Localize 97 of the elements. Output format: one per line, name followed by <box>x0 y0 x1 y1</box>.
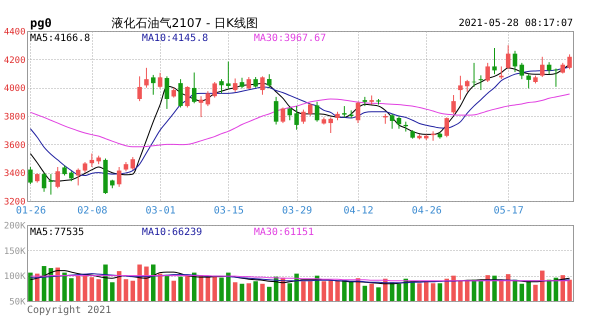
x-tick-label: 03-29 <box>282 206 312 216</box>
y-tick-label: 200K <box>4 222 26 232</box>
candlestick <box>342 106 347 118</box>
candlestick <box>240 77 244 89</box>
candlestick <box>567 54 572 70</box>
candlestick <box>526 74 531 89</box>
x-tick-label: 03-01 <box>146 206 176 216</box>
text: MA5:77535 <box>30 227 84 238</box>
candlestick <box>171 87 176 98</box>
text: MA10:66239 <box>142 227 202 238</box>
candlestick <box>260 76 265 96</box>
candlestick <box>430 130 436 142</box>
candlestick <box>390 113 394 130</box>
candlestick <box>499 66 504 80</box>
candlestick <box>294 105 299 130</box>
candlestick <box>362 96 368 107</box>
candlestick <box>28 166 33 184</box>
candlestick <box>383 113 388 124</box>
candlestick <box>546 62 552 75</box>
candlestick <box>301 109 306 124</box>
y-tick-label: 3400 <box>4 169 26 180</box>
candlestick <box>356 101 360 124</box>
text: pg0 <box>30 16 52 30</box>
candlestick <box>451 94 456 114</box>
candlestick <box>246 76 252 90</box>
candlestick <box>158 72 162 89</box>
candlestick <box>540 56 545 78</box>
candlestick <box>48 174 54 196</box>
candlestick <box>280 107 286 124</box>
y-tick-label: 3800 <box>4 112 26 122</box>
x-tick-label: 04-12 <box>343 206 374 216</box>
candlestick <box>232 78 238 92</box>
candlestick <box>124 162 128 172</box>
candlestick <box>560 62 566 74</box>
candlestick <box>164 76 170 110</box>
candlestick <box>369 94 374 106</box>
x-tick-label: 05-17 <box>494 206 524 216</box>
candlestick <box>62 165 67 176</box>
y-tick-label: 50K <box>9 298 26 308</box>
x-tick-label: 02-08 <box>77 206 108 216</box>
candlestick <box>226 60 231 90</box>
y-tick-label: 3600 <box>4 140 26 151</box>
candlestick <box>328 116 333 134</box>
y-tick-label: 150K <box>4 246 26 257</box>
candlestick <box>485 62 490 82</box>
candlestick <box>82 162 88 174</box>
candlestick <box>506 44 510 70</box>
line-series <box>30 94 570 148</box>
candlestick <box>34 172 40 184</box>
candlestick <box>151 74 156 96</box>
candlestick <box>444 116 449 138</box>
candlestick <box>492 48 497 75</box>
candlestick <box>69 170 74 182</box>
candlestick <box>212 82 217 98</box>
y-tick-label: 4400 <box>4 28 26 38</box>
candlestick <box>464 79 470 92</box>
candlestick <box>198 96 204 118</box>
x-tick-label: 01-26 <box>16 206 46 216</box>
candlestick <box>185 86 190 108</box>
candlestick <box>288 107 292 121</box>
candlestick <box>478 74 484 91</box>
candlestick <box>274 96 278 125</box>
text: MA30:61151 <box>254 227 314 238</box>
candlestick <box>458 75 463 100</box>
candlestick <box>76 168 80 186</box>
y-tick-label: 100K <box>4 272 26 282</box>
candlestick <box>42 172 46 192</box>
candlestick <box>192 72 196 104</box>
candlestick <box>554 68 558 88</box>
text: MA30:3967.67 <box>254 33 326 44</box>
text: Copyright 2021 <box>27 305 112 316</box>
candlestick <box>55 166 60 189</box>
candlestick <box>314 101 320 122</box>
y-tick-label: 4200 <box>4 56 26 66</box>
candlestick <box>116 166 122 188</box>
candlestick <box>512 50 518 73</box>
candlestick <box>219 78 224 94</box>
candlestick <box>137 76 142 102</box>
x-tick-label: 03-15 <box>214 206 244 216</box>
candlestick <box>206 90 210 107</box>
text: 2021-05-28 08:17:07 <box>458 18 573 29</box>
candlestick <box>178 78 183 108</box>
x-tick-label: 04-26 <box>412 206 442 216</box>
candlestick <box>396 116 402 130</box>
text: MA5:4166.8 <box>30 33 90 44</box>
candlestick <box>267 74 272 88</box>
chart-title: 液化石油气2107 - 日K线图 <box>112 16 258 30</box>
candlestick <box>130 156 136 170</box>
y-tick-label: 3200 <box>4 198 26 208</box>
text: MA10:4145.8 <box>142 33 208 44</box>
candlestick <box>253 76 258 88</box>
candlestick <box>520 62 524 80</box>
y-tick-label: 4000 <box>4 84 26 94</box>
candlestick <box>308 102 312 116</box>
candlestick <box>144 67 149 88</box>
candlestick <box>472 62 476 88</box>
candlestick <box>90 153 94 168</box>
